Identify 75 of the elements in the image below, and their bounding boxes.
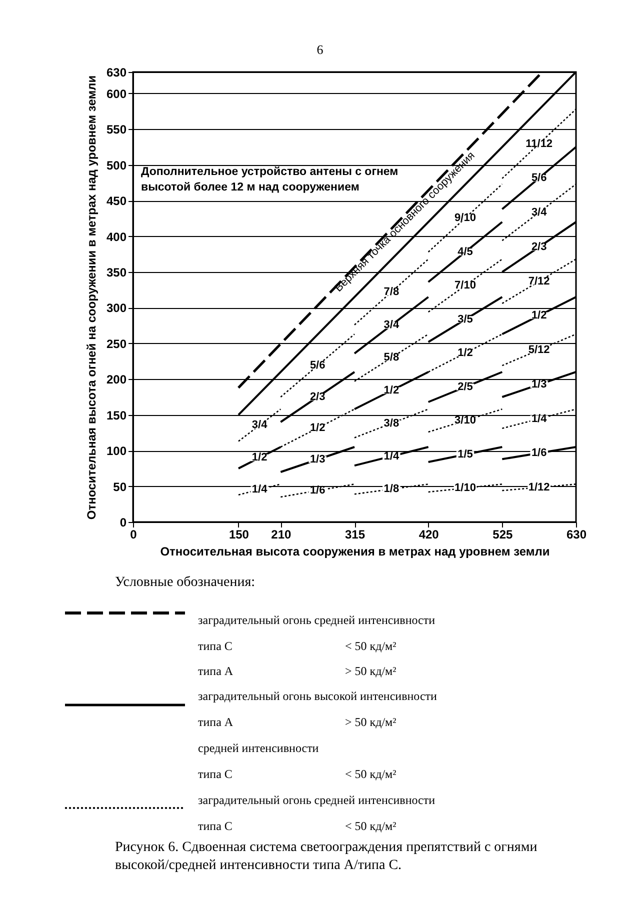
annotation: Дополнительное устройство антены с огнем высотой более 12 м над сооружением	[141, 166, 398, 194]
y-tick-label: 100	[106, 444, 127, 458]
series-label: 1/3	[310, 454, 326, 466]
x-tick-label: 210	[271, 528, 292, 542]
text: типа С	[198, 819, 232, 833]
text: заградительный огонь средней интенсивности	[198, 793, 436, 807]
series-label: 3/5	[458, 314, 473, 326]
series-label: 4/5	[458, 246, 473, 258]
series-label: 1/4	[384, 450, 400, 462]
y-tick-label: 0	[120, 516, 127, 530]
series-label: 1/4	[531, 412, 548, 425]
series-label: 1/2	[310, 422, 326, 434]
y-tick-label: 630	[106, 66, 127, 80]
series-label: 2/3	[310, 391, 326, 403]
text: типа С	[198, 639, 232, 653]
y-tick-label: 450	[106, 194, 127, 208]
text: > 50 кд/м²	[345, 664, 397, 678]
text: < 50 кд/м²	[345, 767, 397, 781]
series-label: 7/10	[454, 280, 476, 292]
series-label: 9/10	[454, 212, 476, 224]
series-label: 2/5	[458, 381, 473, 393]
series-label: 3/10	[454, 414, 476, 427]
series-label: 3/8	[384, 417, 400, 430]
text: типа С	[198, 767, 232, 781]
x-tick-label: 315	[344, 528, 366, 542]
series-label: 5/8	[384, 352, 400, 364]
series-label: 1/3	[531, 378, 547, 390]
series-label: 1/6	[531, 447, 547, 460]
y-tick-label: 600	[106, 86, 127, 101]
series-label: 1/12	[528, 481, 550, 494]
series-label: 1/2	[252, 452, 268, 464]
series-label: 1/5	[458, 448, 473, 460]
series-label: 1/2	[531, 310, 547, 322]
series-label: 11/12	[526, 138, 553, 150]
series-label: 3/4	[531, 206, 548, 218]
text: заградительный огонь высокой интенсивности	[198, 689, 438, 703]
y-tick-label: 400	[106, 230, 127, 244]
y-tick-label: 250	[106, 336, 127, 351]
text: Условные обозначения:	[115, 575, 256, 590]
x-tick-label: 525	[492, 528, 513, 542]
series-label: 5/6	[531, 172, 547, 184]
x-tick-label: 0	[130, 528, 138, 542]
series-label: 3/4	[384, 319, 400, 332]
text: < 50 кд/м²	[345, 819, 397, 833]
text: Рисунок 6. Сдвоенная система светоограждения препятствий с огнями высокой/средней интенсивности типа А/типа С.	[115, 840, 538, 873]
y-tick-label: 350	[106, 266, 127, 280]
series-label: 1/8	[384, 483, 400, 496]
y-tick-label: 150	[106, 408, 127, 422]
y-tick-label: 300	[106, 301, 127, 316]
series-label: 3/4	[252, 419, 268, 432]
series-label: 1/4	[252, 484, 268, 496]
text: < 50 кд/м²	[345, 639, 397, 653]
series-label: 5/12	[528, 344, 550, 356]
series-label: 7/12	[528, 275, 550, 288]
x-axis-title: Относительная высота сооружения в метрах над уровнем земли	[160, 544, 550, 558]
series-label: 5/6	[310, 360, 326, 372]
text: заградительный огонь средней интенсивности	[198, 613, 436, 627]
x-tick-label: 420	[418, 528, 440, 542]
y-tick-label: 550	[106, 122, 127, 137]
y-axis-title: Относительная высота огней на сооружении в метрах над уровнем земли	[84, 75, 98, 520]
series-label: 1/2	[384, 384, 400, 397]
text: средней интенсивности	[198, 741, 320, 755]
series-label: 1/2	[458, 347, 473, 360]
y-tick-label: 50	[113, 480, 127, 494]
x-tick-label: 630	[566, 528, 587, 542]
text: типа А	[198, 715, 234, 729]
text: > 50 кд/м²	[345, 715, 397, 729]
series-label: 7/8	[384, 286, 400, 298]
y-tick-label: 500	[106, 158, 127, 172]
series-label: 2/3	[531, 241, 547, 253]
y-tick-label: 200	[106, 372, 127, 387]
text: 6	[316, 42, 324, 57]
series-label: 1/10	[454, 482, 476, 494]
x-tick-label: 150	[228, 528, 250, 542]
text: типа А	[198, 664, 234, 678]
